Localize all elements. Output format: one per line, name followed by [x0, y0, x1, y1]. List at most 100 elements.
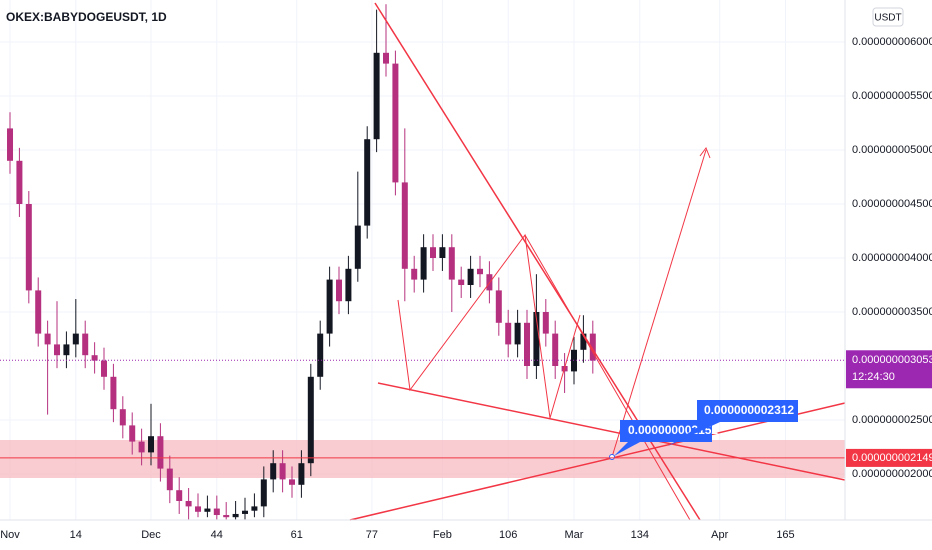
- body: [364, 139, 371, 226]
- body: [458, 279, 465, 286]
- y-tick-label: 0.000000004000: [852, 252, 932, 264]
- chart-title: OKEX:BABYDOGEUSDT, 1D: [6, 10, 167, 24]
- trend-lines: [349, 2, 846, 521]
- body: [524, 322, 531, 366]
- body: [157, 436, 164, 469]
- currency[interactable]: USDT: [874, 13, 901, 24]
- x-tick-label: Apr: [711, 529, 728, 541]
- y-tick-label: 0.000000003500: [852, 306, 932, 318]
- axes: 0.000000002000 0.000000002500 0.0000000035…: [0, 36, 932, 541]
- x-tick-label: 14: [70, 529, 82, 541]
- body: [279, 463, 286, 480]
- y-tick-label: 0.000000005500: [852, 90, 932, 102]
- body: [35, 290, 42, 334]
- body: [82, 333, 89, 356]
- body: [148, 436, 155, 453]
- body: [571, 349, 578, 372]
- x-tick-label: 61: [291, 529, 303, 541]
- body: [204, 508, 211, 512]
- annotation: 0.000000002312: [704, 403, 794, 417]
- rising-line: [349, 402, 846, 521]
- body: [467, 268, 474, 286]
- body: [336, 279, 343, 302]
- annotation-box: [668, 400, 798, 446]
- y-tick-label: 0.000000005000: [852, 144, 932, 156]
- body: [44, 333, 51, 345]
- support-zone: [0, 440, 845, 478]
- x-tick-label: 77: [366, 529, 378, 541]
- body: [589, 333, 596, 361]
- body: [232, 513, 239, 518]
- body: [514, 322, 521, 345]
- body: [354, 225, 361, 269]
- body: [289, 479, 296, 485]
- candles: [7, 4, 596, 520]
- body: [317, 333, 324, 377]
- x-tick-label: Feb: [433, 529, 452, 541]
- body: [448, 247, 455, 280]
- body: [63, 344, 70, 356]
- body: [401, 182, 408, 269]
- x-tick-label: Mar: [565, 529, 584, 541]
- body: [270, 463, 277, 480]
- body: [213, 508, 220, 516]
- y-tick-label: 0.000000004500: [852, 198, 932, 210]
- last-price-tag: [846, 350, 932, 389]
- x-tick-label: Nov: [0, 529, 20, 541]
- body: [260, 479, 267, 507]
- target-arrow: [611, 149, 707, 458]
- support-line: [377, 382, 846, 481]
- countdown: 12:24:30: [852, 371, 895, 383]
- x-tick-label: 106: [499, 529, 517, 541]
- level-tag: [846, 448, 932, 467]
- body: [138, 441, 145, 453]
- body: [16, 160, 23, 205]
- y-tick-label: 0.000000002500: [852, 414, 932, 426]
- annotations: 0.000000002152 0.000000002312: [614, 400, 798, 456]
- body: [25, 204, 32, 291]
- body: [495, 290, 502, 323]
- body: [129, 425, 136, 442]
- body: [185, 500, 192, 507]
- body: [119, 409, 126, 426]
- x-tick-label: 165: [776, 529, 794, 541]
- body: [166, 468, 173, 491]
- body: [298, 463, 305, 485]
- body: [542, 312, 549, 334]
- body: [552, 333, 559, 366]
- x-tick-label: 134: [631, 529, 649, 541]
- arrow-head: [699, 146, 711, 159]
- annotation-box: [614, 420, 712, 456]
- body: [439, 247, 446, 259]
- body: [72, 333, 79, 345]
- body: [392, 63, 399, 183]
- body: [91, 355, 98, 361]
- y-tick-label: 0.000000006000: [852, 36, 932, 48]
- body: [373, 52, 380, 140]
- body: [101, 360, 108, 377]
- body: [223, 515, 230, 518]
- body: [110, 376, 117, 410]
- body: [242, 510, 249, 514]
- body: [345, 268, 352, 302]
- body: [411, 268, 418, 280]
- x-tick-label: 44: [211, 529, 223, 541]
- body: [533, 312, 540, 366]
- y-tick-label: 0.000000002000: [852, 468, 932, 480]
- annotation: 0.000000002152: [628, 423, 718, 437]
- currency-button[interactable]: [872, 7, 904, 27]
- body: [505, 322, 512, 345]
- price-lines: [0, 359, 845, 459]
- body: [420, 247, 427, 280]
- body: [580, 333, 587, 350]
- body: [326, 279, 333, 334]
- body: [251, 506, 258, 511]
- last-price-label: 0.000000003053: [852, 354, 932, 366]
- x-tick-label: Dec: [141, 529, 161, 541]
- body: [307, 376, 314, 464]
- body: [176, 490, 183, 501]
- anchor-point: [609, 454, 615, 460]
- body: [430, 247, 437, 259]
- body: [195, 506, 202, 512]
